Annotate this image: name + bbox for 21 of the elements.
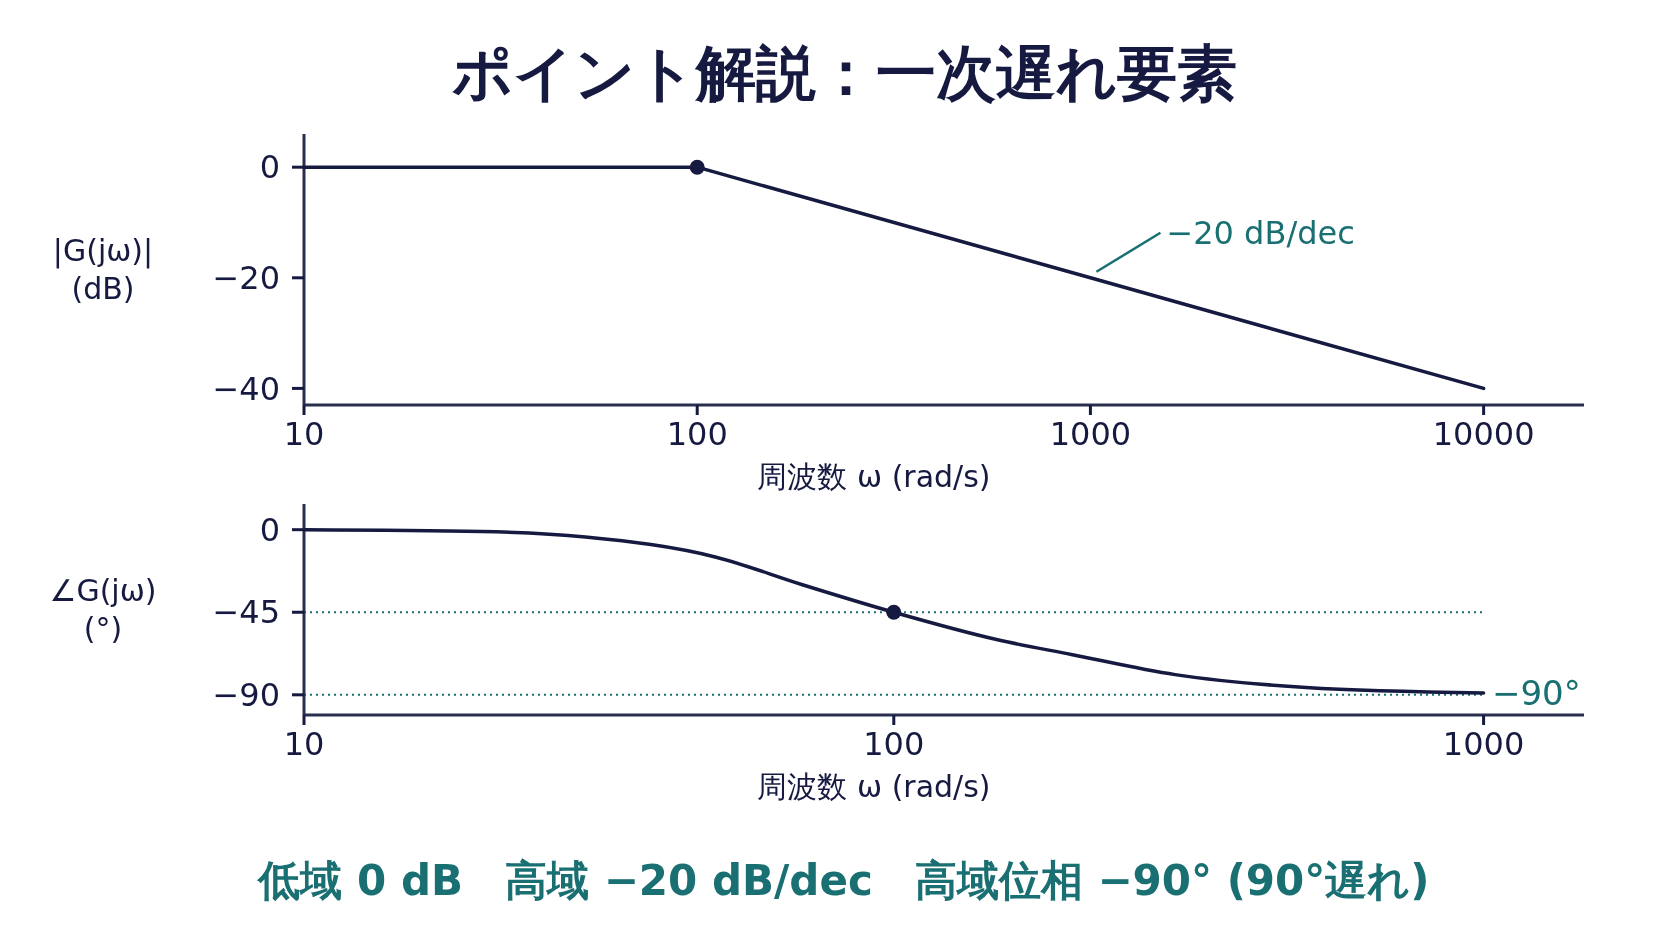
x-axis-title: 周波数 ω (rad/s) <box>757 459 991 494</box>
chart-title: ポイント解説：一次遅れ要素 <box>451 38 1237 108</box>
y-tick-label: −90 <box>212 676 280 715</box>
x-tick-label: 1000 <box>1049 415 1132 453</box>
y-axis-title: |G(jω)| (dB) <box>52 233 154 306</box>
y-tick-label: 0 <box>259 148 280 187</box>
x-tick-label: 10000 <box>1432 415 1535 453</box>
x-tick-label: 10 <box>283 415 325 453</box>
x-tick-label: 100 <box>666 415 728 453</box>
ref-line-label: −90° <box>1492 672 1581 713</box>
y-tick-label: −40 <box>212 369 280 408</box>
x-axis-title: 周波数 ω (rad/s) <box>757 769 991 804</box>
y-tick-label: −45 <box>212 593 280 632</box>
y-tick-label: −20 <box>212 259 280 297</box>
annotation: −20 dB/dec <box>1166 214 1355 252</box>
text: 低域 0 dB 高域 −20 dB/dec 高域位相 −90° (90°遅れ) <box>256 856 1430 905</box>
x-tick-label: 1000 <box>1442 725 1525 763</box>
x-tick-label: 100 <box>863 725 925 763</box>
y-axis-title: ∠G(jω) (°) <box>49 573 157 646</box>
y-tick-label: 0 <box>259 510 280 549</box>
x-tick-label: 10 <box>283 725 325 763</box>
